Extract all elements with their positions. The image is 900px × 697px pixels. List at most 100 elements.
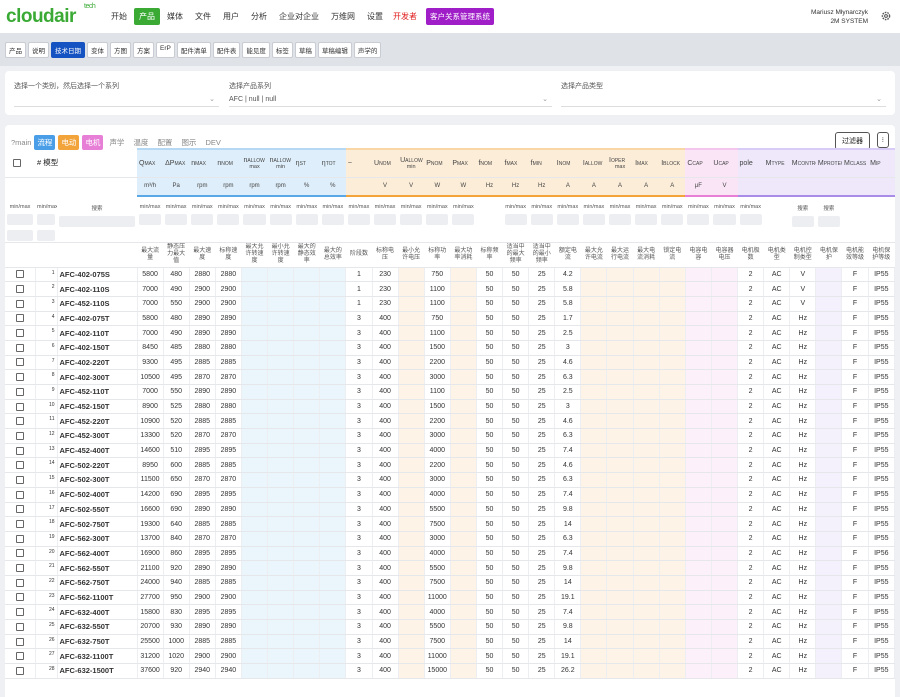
tag[interactable]: 温度 <box>133 138 149 147</box>
tag[interactable]: 流程 <box>34 135 56 150</box>
checkbox[interactable] <box>15 285 24 294</box>
column-header[interactable]: INOM <box>554 148 581 178</box>
tag[interactable]: 配置 <box>157 138 173 147</box>
model-name[interactable]: AFC-632-550T <box>57 619 138 635</box>
filter-input[interactable] <box>374 214 397 225</box>
column-header[interactable]: PMAX <box>450 148 477 178</box>
filter-input[interactable] <box>400 214 423 225</box>
checkbox[interactable] <box>15 373 24 382</box>
checkbox[interactable] <box>15 652 24 661</box>
column-header[interactable]: IBLOCK <box>659 148 686 178</box>
column-header[interactable]: fMAX <box>502 148 529 178</box>
checkbox[interactable] <box>15 564 24 573</box>
model-name[interactable]: AFC-452-150T <box>57 399 138 415</box>
checkbox[interactable] <box>15 446 24 455</box>
filter-input[interactable] <box>452 214 475 225</box>
checkbox[interactable] <box>15 520 24 529</box>
model-name[interactable]: AFC-502-300T <box>57 472 138 488</box>
checkbox[interactable] <box>15 314 24 323</box>
column-header[interactable]: MCONTROL <box>789 148 816 178</box>
column-header[interactable]: IOPER max <box>606 148 634 178</box>
menu-item[interactable]: 万维网 <box>331 12 355 21</box>
checkbox[interactable] <box>15 608 24 617</box>
checkbox[interactable] <box>15 329 24 338</box>
menu-item[interactable]: 开始 <box>111 12 127 21</box>
column-header[interactable]: fMIN <box>528 148 555 178</box>
filter-input[interactable] <box>347 214 370 225</box>
checkbox[interactable] <box>15 299 24 308</box>
column-header[interactable]: UALLOW min <box>398 148 425 178</box>
column-header[interactable]: ηTOT <box>319 148 346 178</box>
column-header[interactable]: fNOM <box>476 148 503 178</box>
filter-input[interactable] <box>556 214 579 225</box>
subtab[interactable]: 技术日期 <box>51 42 85 58</box>
model-name[interactable]: AFC-562-400T <box>57 546 138 562</box>
subtab[interactable]: 标签 <box>271 42 293 58</box>
model-name[interactable]: AFC-632-750T <box>57 634 138 650</box>
checkbox[interactable] <box>15 637 24 646</box>
menu-item[interactable]: 企业对企业 <box>279 12 319 21</box>
menu-crm[interactable]: 客户关系管理系统 <box>426 8 494 25</box>
filter-input[interactable] <box>530 214 553 225</box>
subtab[interactable]: 声学的 <box>353 42 382 58</box>
logo[interactable]: cloudair tech <box>6 3 106 28</box>
column-header[interactable]: QMAX <box>137 148 164 178</box>
column-header[interactable]: IMAX <box>633 148 660 178</box>
column-header[interactable]: ΔPMAX <box>163 148 190 178</box>
model-name[interactable]: AFC-632-1500T <box>57 663 138 679</box>
column-header[interactable]: PNOM <box>424 148 451 178</box>
column-header[interactable]: nALLOW max <box>241 148 268 178</box>
menu-item[interactable]: 产品 <box>134 8 160 25</box>
filter-input[interactable] <box>791 216 814 227</box>
subtab[interactable]: 能见度 <box>242 42 270 58</box>
model-name[interactable]: AFC-452-300T <box>57 428 138 444</box>
model-name[interactable]: AFC-562-1100T <box>57 590 138 606</box>
model-name[interactable]: AFC-402-075S <box>57 267 138 283</box>
filter-input[interactable] <box>37 230 55 241</box>
more-button[interactable]: ⁝ <box>876 132 889 148</box>
column-header[interactable]: UNOM <box>372 148 399 178</box>
menu-dev[interactable]: 开发者 <box>393 12 417 21</box>
filter-input[interactable] <box>165 214 188 225</box>
tag[interactable]: 电动 <box>58 135 80 150</box>
model-name[interactable]: AFC-402-150T <box>57 340 138 356</box>
column-header[interactable]: ~ <box>345 148 372 178</box>
category-select[interactable]: ⌄ <box>14 93 219 107</box>
model-name[interactable]: AFC-632-1100T <box>57 648 138 665</box>
filter-input[interactable] <box>37 214 55 225</box>
menu-item[interactable]: 分析 <box>251 12 267 21</box>
filter-input[interactable] <box>7 214 33 225</box>
checkbox[interactable] <box>15 549 24 558</box>
subtab[interactable]: 草稿编辑 <box>317 42 352 58</box>
model-name[interactable]: AFC-402-220T <box>57 355 138 371</box>
menu-item[interactable]: 用户 <box>223 12 239 21</box>
column-header[interactable]: MPROTECT <box>815 148 842 178</box>
column-header[interactable]: nALLOW min <box>267 148 294 178</box>
filter-input[interactable] <box>713 214 736 225</box>
filter-input[interactable] <box>608 214 632 225</box>
tag[interactable]: 图示 <box>181 138 197 147</box>
series-select[interactable]: AFC | null | null ⌄ <box>229 93 552 107</box>
filter-input[interactable] <box>217 214 240 225</box>
subtab[interactable]: 配件表 <box>212 42 241 58</box>
checkbox[interactable] <box>15 505 24 514</box>
model-name[interactable]: AFC-562-550T <box>57 560 138 576</box>
filter-input[interactable] <box>426 214 449 225</box>
user-info[interactable]: Mariusz Młynarczyk 2M SYSTEM <box>811 8 868 26</box>
filter-input[interactable] <box>59 216 136 227</box>
subtab[interactable]: 配件清单 <box>176 42 211 58</box>
subtab[interactable]: 变体 <box>87 42 108 58</box>
model-name[interactable]: AFC-562-300T <box>57 531 138 547</box>
model-name[interactable]: AFC-502-750T <box>57 516 138 532</box>
subtab[interactable]: 产品 <box>5 42 26 58</box>
model-name[interactable]: AFC-452-110S <box>57 296 138 312</box>
model-name[interactable]: AFC-502-550T <box>57 502 138 518</box>
tag[interactable]: DEV <box>205 138 221 147</box>
filter-input[interactable] <box>739 214 762 225</box>
column-header[interactable]: nNOM <box>215 148 242 178</box>
checkbox[interactable] <box>15 417 24 426</box>
model-name[interactable]: AFC-502-400T <box>57 487 138 503</box>
filter-input[interactable] <box>7 230 33 241</box>
model-name[interactable]: AFC-452-220T <box>57 413 138 430</box>
model-name[interactable]: AFC-402-110S <box>57 281 138 297</box>
